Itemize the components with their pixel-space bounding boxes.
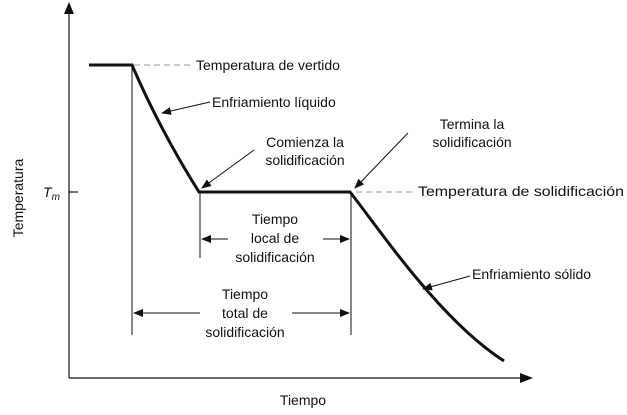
total-time-label-line2: total de — [222, 305, 268, 321]
x-axis-arrow-icon — [520, 373, 533, 383]
local-time-label-line3: solidificación — [235, 249, 314, 265]
total-time-label-line1: Tiempo — [222, 286, 268, 302]
solid-cooling-label: Enfriamiento sólido — [472, 266, 591, 282]
y-axis-label: Temperatura — [10, 158, 26, 237]
solidification-ends-leader — [354, 132, 409, 189]
solidification-starts-label-line2: solidificación — [265, 152, 344, 168]
x-axis-label: Tiempo — [280, 392, 326, 408]
pouring-temperature-label: Temperatura de vertido — [196, 57, 340, 73]
y-axis-arrow-icon — [64, 2, 74, 14]
solid-cooling-leader — [422, 275, 471, 291]
local-time-label-line2: local de — [251, 230, 299, 246]
solidification-starts-label-line1: Comienza la — [266, 134, 344, 150]
tm-symbol: T — [43, 184, 53, 200]
cooling-curve — [89, 63, 505, 363]
tm-subscript: m — [52, 192, 60, 203]
solidification-ends-label-line2: solidificación — [432, 134, 511, 150]
liquid-cooling-label: Enfriamiento líquido — [212, 94, 336, 110]
local-time-label-line1: Tiempo — [252, 211, 298, 227]
solidification-starts-leader — [201, 149, 255, 189]
solidification-temperature-label: Temperatura de solidificación — [418, 183, 624, 199]
solidification-ends-label-line1: Termina la — [440, 116, 505, 132]
tm-tick-label: Tm — [43, 184, 60, 203]
total-time-label-line3: solidificación — [205, 324, 284, 340]
liquid-cooling-leader — [161, 101, 211, 115]
